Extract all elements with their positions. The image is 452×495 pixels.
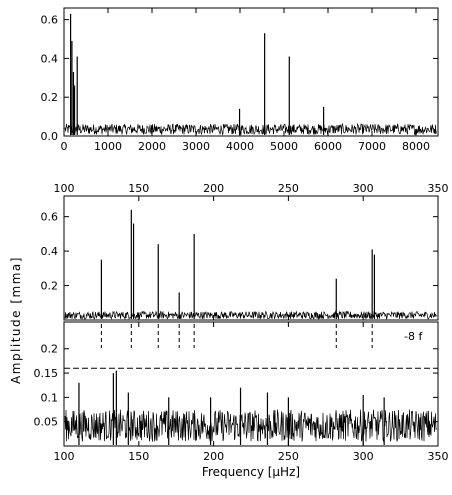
y-tick-label: 0.4 xyxy=(41,245,59,258)
overview-frame xyxy=(63,7,439,137)
x-tick-label: 150 xyxy=(128,450,149,463)
prewhitened-ticks: 0.05 0.1 0.15 0.2 100 150 200 250 300 350 xyxy=(34,322,449,463)
x-tick-label: 3000 xyxy=(182,140,210,153)
overview-spectrum xyxy=(64,13,437,136)
zoom-frame xyxy=(63,195,439,321)
y-tick-label: 0.05 xyxy=(34,416,59,429)
prewhitened-annotations: -8 f xyxy=(64,324,438,369)
y-tick-label: 0.1 xyxy=(41,391,59,404)
noise-trace xyxy=(64,310,437,320)
x-tick-label: 7000 xyxy=(358,140,386,153)
x-tick-label: 150 xyxy=(128,182,149,195)
y-tick-label: 0.4 xyxy=(41,52,59,65)
x-axis-label: Frequency [μHz] xyxy=(202,465,300,479)
x-tick-label: 100 xyxy=(54,450,75,463)
zoom-ticks: 0.2 0.4 0.6 100 150 200 250 300 350 xyxy=(41,182,449,320)
x-tick-label: 200 xyxy=(203,182,224,195)
x-tick-label: 6000 xyxy=(314,140,342,153)
x-tick-label: 5000 xyxy=(270,140,298,153)
x-tick-label: 1000 xyxy=(94,140,122,153)
noise-trace xyxy=(64,409,437,442)
overview-ticks: 0.0 0.2 0.4 0.6 0 1000 2000 3000 4000 5000 6000 700… xyxy=(41,8,438,153)
noise-trace xyxy=(64,122,437,136)
x-tick-label: 250 xyxy=(278,450,299,463)
y-tick-label: 0.2 xyxy=(41,91,59,104)
x-tick-label: 350 xyxy=(428,450,449,463)
panel-zoom: 0.2 0.4 0.6 100 150 200 250 300 350 xyxy=(41,182,449,321)
x-tick-label: 250 xyxy=(278,182,299,195)
y-tick-label: 0.6 xyxy=(41,211,59,224)
y-tick-label: 0.15 xyxy=(34,367,59,380)
x-tick-label: 8000 xyxy=(402,140,430,153)
y-tick-label: 0.0 xyxy=(41,130,59,143)
prewhitened-frame xyxy=(63,321,439,447)
x-tick-label: 4000 xyxy=(226,140,254,153)
y-tick-label: 0.2 xyxy=(41,343,59,356)
x-tick-label: 300 xyxy=(353,182,374,195)
y-axis-label: Amplitude [mma] xyxy=(9,256,23,384)
y-tick-label: 0.2 xyxy=(41,280,59,293)
x-tick-label: 300 xyxy=(353,450,374,463)
panel-prewhitened: 0.05 0.1 0.15 0.2 100 150 200 250 300 350 -8 f xyxy=(34,321,449,463)
prewhitened-spectrum xyxy=(64,370,437,445)
threshold-label: -8 f xyxy=(404,330,423,343)
x-tick-label: 0 xyxy=(61,140,68,153)
x-tick-label: 200 xyxy=(203,450,224,463)
x-tick-label: 2000 xyxy=(138,140,166,153)
zoom-spectrum xyxy=(64,209,437,320)
x-tick-label: 350 xyxy=(428,182,449,195)
y-tick-label: 0.6 xyxy=(41,14,59,27)
panel-overview: 0.0 0.2 0.4 0.6 0 1000 2000 3000 4000 5000 6000 700… xyxy=(41,7,439,153)
x-tick-label: 100 xyxy=(54,182,75,195)
